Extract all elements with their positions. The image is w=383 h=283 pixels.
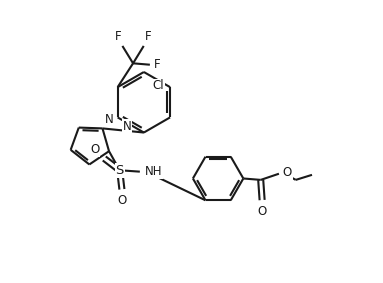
- Text: N: N: [105, 113, 113, 126]
- Text: F: F: [154, 58, 161, 71]
- Text: O: O: [257, 205, 267, 218]
- Text: O: O: [117, 194, 126, 207]
- Text: S: S: [116, 164, 124, 177]
- Text: F: F: [145, 30, 152, 42]
- Text: NH: NH: [145, 165, 162, 178]
- Text: Cl: Cl: [152, 79, 164, 92]
- Text: F: F: [115, 30, 121, 42]
- Text: N: N: [123, 120, 131, 133]
- Text: O: O: [90, 143, 99, 156]
- Text: O: O: [283, 166, 292, 179]
